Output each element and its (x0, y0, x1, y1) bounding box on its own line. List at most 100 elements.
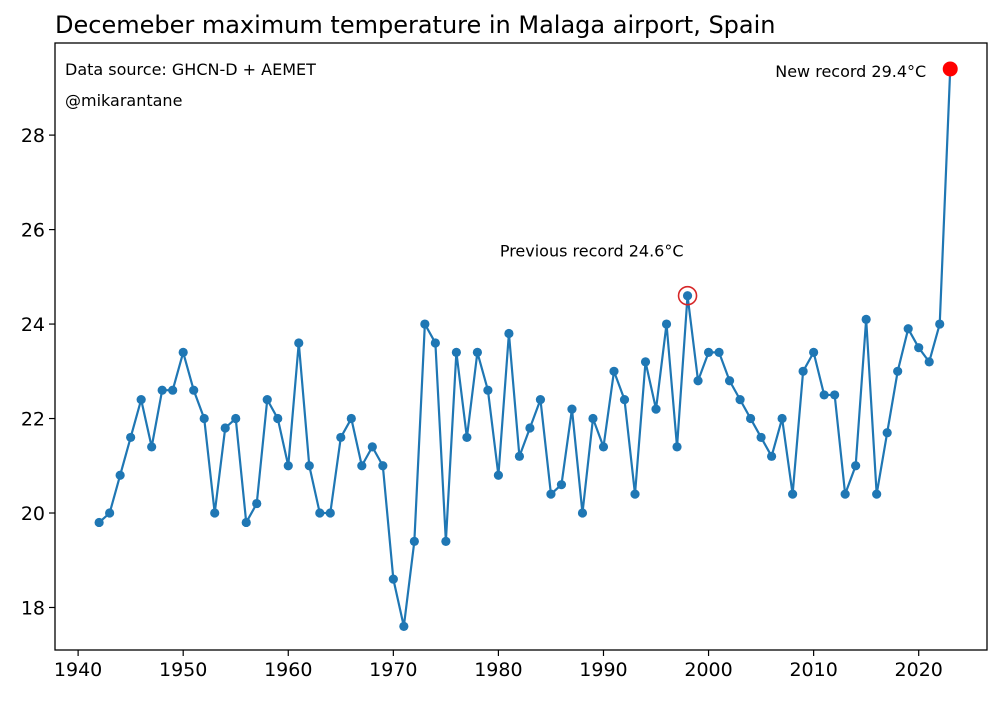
data-point (357, 461, 367, 471)
y-tick-label: 26 (21, 220, 45, 242)
data-point (556, 480, 567, 490)
data-point (535, 395, 546, 405)
data-point (798, 366, 808, 376)
data-point (724, 376, 735, 386)
data-point (220, 423, 230, 433)
data-point (178, 347, 188, 358)
data-point (682, 291, 693, 301)
data-point (777, 413, 787, 424)
x-tick-label: 2020 (895, 659, 943, 681)
data-point (609, 366, 619, 376)
y-tick-label: 20 (21, 503, 45, 525)
data-point (577, 508, 588, 518)
data-point (514, 451, 525, 461)
x-tick-label: 1990 (579, 659, 627, 681)
data-point (882, 428, 892, 438)
data-point (294, 338, 304, 348)
data-point (851, 461, 861, 471)
data-point (703, 347, 714, 358)
x-tick-label: 1950 (159, 659, 207, 681)
y-tick-label: 24 (21, 314, 45, 336)
data-point (399, 621, 409, 631)
series-layer (94, 64, 955, 631)
chart-title: Decemeber maximum temperature in Malaga … (55, 11, 776, 39)
new-record-marker (942, 61, 958, 77)
data-point (441, 536, 451, 546)
data-point (189, 385, 199, 395)
data-point (409, 536, 419, 546)
data-point (525, 423, 535, 433)
data-point (115, 470, 125, 480)
data-point (157, 385, 167, 395)
data-point (588, 413, 598, 424)
previous-record-label: Previous record 24.6°C (500, 242, 684, 261)
previous-record-marker (677, 285, 698, 306)
data-point (640, 357, 651, 367)
data-point (483, 385, 493, 395)
data-point (788, 489, 798, 499)
data-point (420, 319, 430, 329)
data-point (693, 376, 703, 386)
data-point (210, 508, 220, 518)
data-point (315, 508, 325, 518)
data-point (630, 489, 640, 499)
data-point (809, 347, 819, 358)
x-axis: 1940 1950 1960 1970 1980 1990 2000 2010 2020 (54, 650, 943, 681)
data-point (661, 319, 672, 329)
data-point (598, 442, 609, 452)
data-point (935, 319, 945, 329)
data-point (430, 338, 440, 348)
data-source-note: Data source: GHCN-D + AEMET (65, 60, 316, 79)
data-point (651, 404, 661, 414)
data-point (546, 489, 556, 499)
data-point (903, 324, 913, 334)
data-point (861, 314, 871, 324)
x-tick-label: 1960 (264, 659, 312, 681)
data-point (94, 517, 104, 528)
data-point (766, 451, 777, 461)
data-point (756, 432, 766, 443)
data-point (241, 517, 251, 528)
data-point (451, 347, 461, 358)
data-point (126, 432, 136, 443)
data-point (105, 508, 115, 518)
annotation-layer: Data source: GHCN-D + AEMET @mikarantane… (65, 60, 958, 306)
data-point (714, 347, 724, 358)
y-tick-label: 18 (21, 597, 45, 619)
y-axis: 18 20 22 24 26 28 (21, 125, 55, 619)
data-point (924, 357, 934, 367)
x-tick-label: 2010 (789, 659, 837, 681)
data-point (840, 489, 850, 499)
plot-area (54, 42, 988, 651)
data-point (283, 461, 293, 471)
data-point (262, 395, 272, 405)
data-point (672, 442, 682, 452)
y-tick-label: 28 (21, 125, 45, 147)
data-point (819, 390, 829, 400)
data-point (830, 390, 840, 400)
data-point (325, 508, 335, 518)
data-point (472, 347, 482, 358)
data-point (893, 366, 903, 376)
data-point (493, 470, 504, 480)
data-point (136, 395, 146, 405)
x-tick-label: 1940 (54, 659, 102, 681)
data-point (872, 489, 882, 499)
x-tick-label: 1980 (474, 659, 522, 681)
data-point (273, 413, 283, 424)
data-point (745, 413, 756, 424)
data-point (567, 404, 577, 414)
data-point (735, 395, 745, 405)
data-point (252, 498, 262, 509)
y-tick-label: 22 (21, 409, 45, 431)
data-point (388, 574, 398, 584)
data-point (504, 328, 514, 339)
series-line (98, 68, 952, 628)
x-tick-label: 1970 (369, 659, 417, 681)
new-record-label: New record 29.4°C (775, 62, 926, 81)
data-point (367, 442, 377, 452)
data-point (378, 461, 388, 471)
data-point (346, 413, 356, 424)
